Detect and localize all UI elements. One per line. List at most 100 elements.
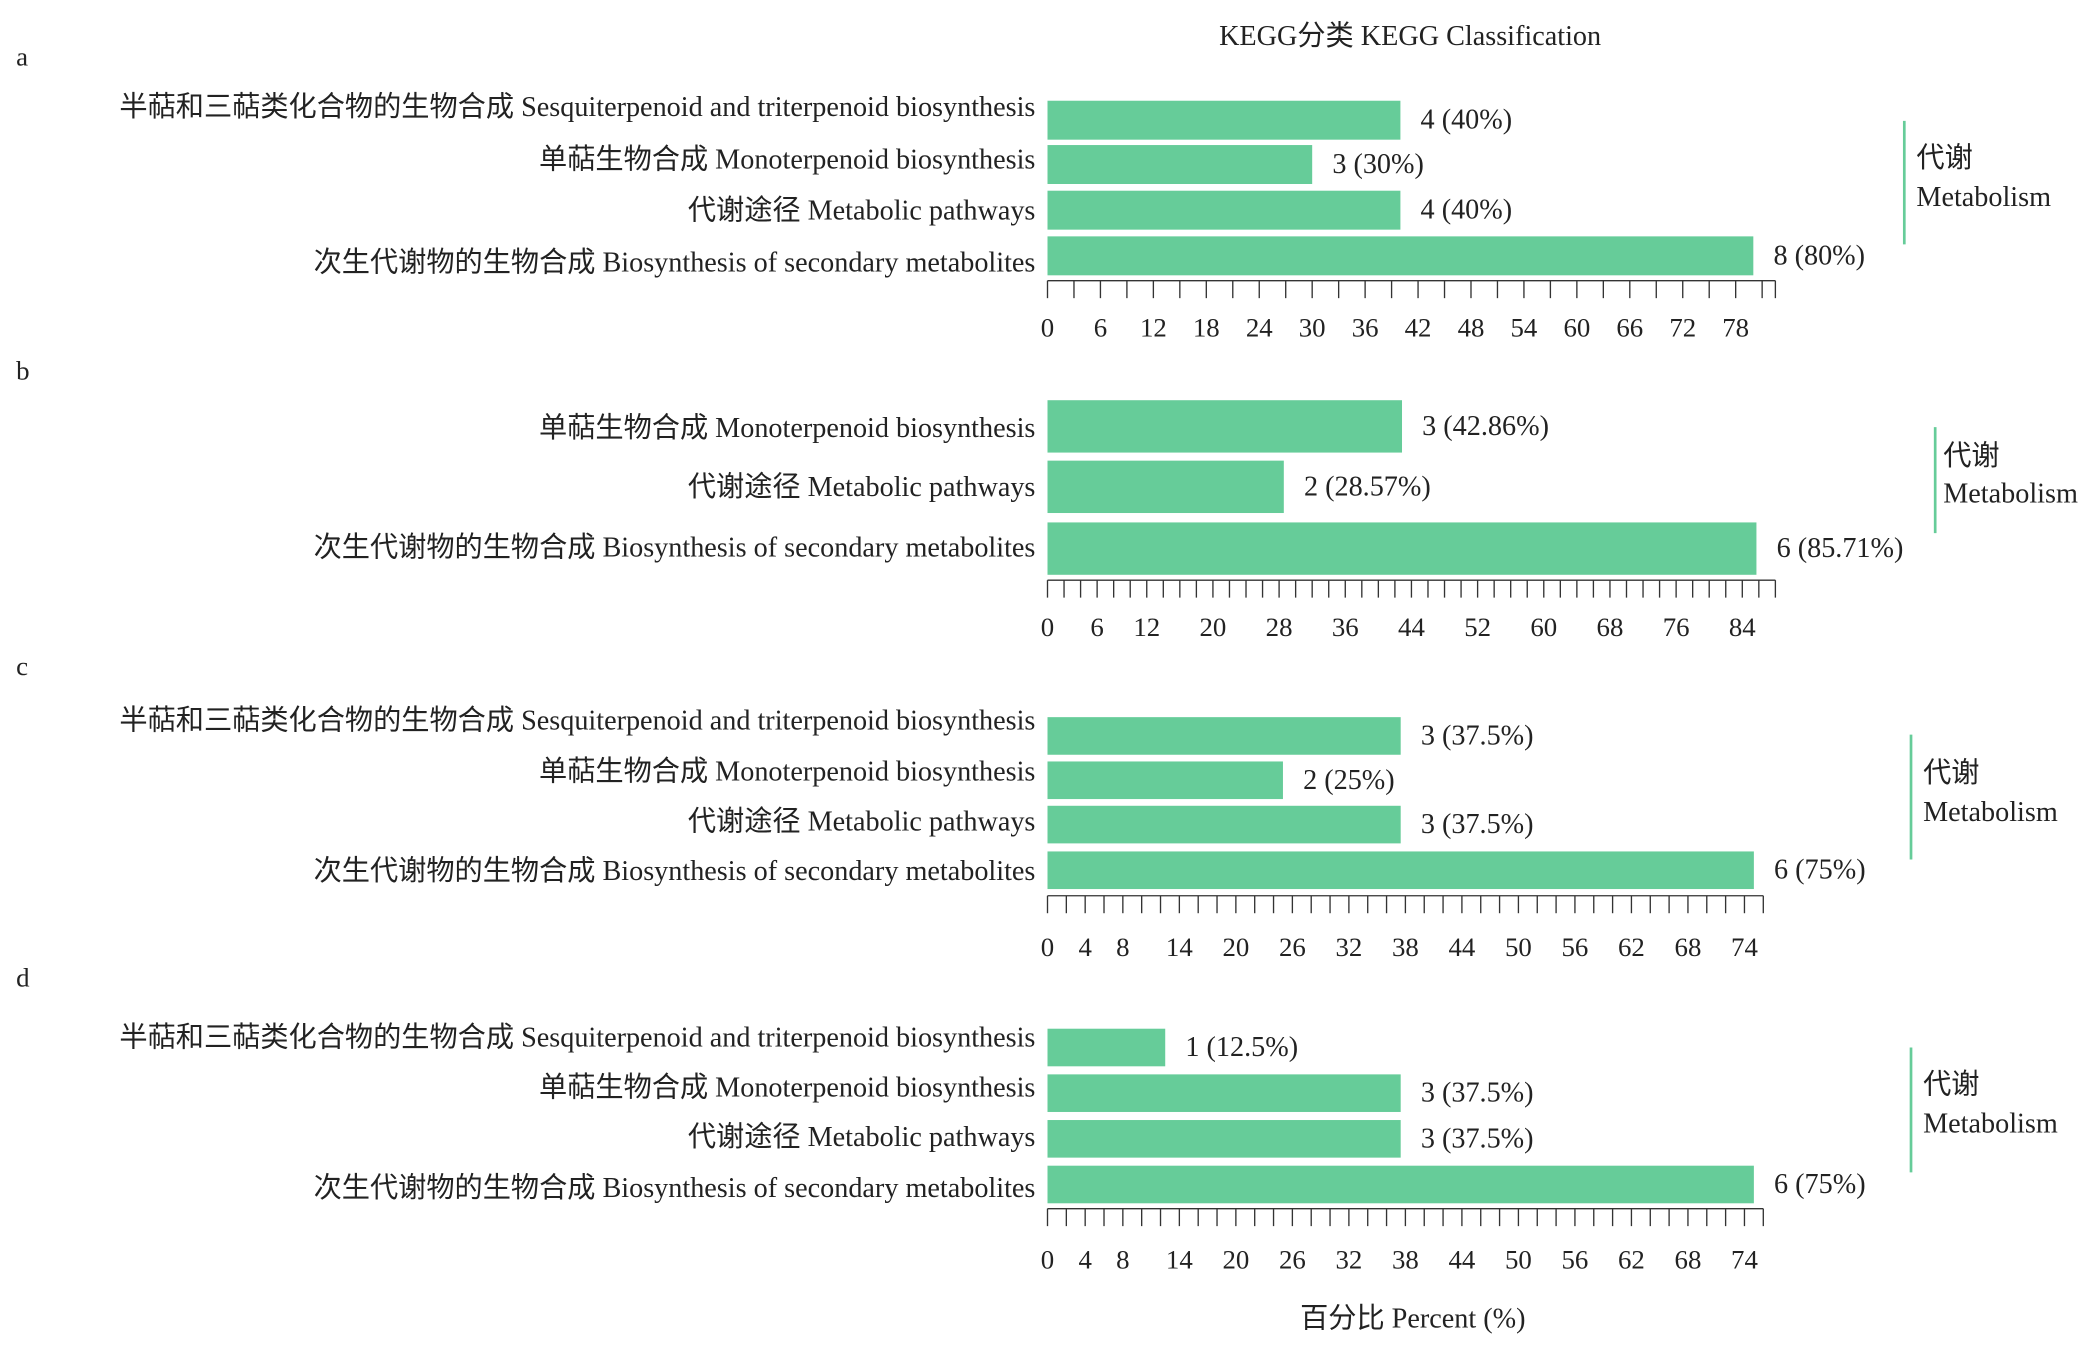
bar [1047,1074,1401,1112]
x-tick-label: 62 [1618,932,1645,962]
panel-letter: d [16,963,30,993]
data-label: 6 (75%) [1774,855,1866,886]
group-label-zh: 代谢 [1923,1069,1979,1101]
x-tick-label: 54 [1511,313,1538,343]
bar [1047,1165,1754,1204]
x-tick-label: 30 [1299,313,1326,343]
x-tick-label: 12 [1140,313,1167,343]
x-tick-label: 8 [1116,932,1129,962]
data-label: 4 (40%) [1421,195,1513,226]
x-tick-label: 68 [1675,1245,1702,1275]
x-tick-label: 4 [1078,932,1091,962]
x-tick-label: 56 [1562,932,1589,962]
x-tick-label: 38 [1392,932,1419,962]
x-tick-label: 44 [1448,1245,1475,1275]
data-label: 3 (37.5%) [1421,809,1534,840]
data-label: 2 (28.57%) [1304,471,1431,502]
category-label: 单萜生物合成 Monoterpenoid biosynthesis [539,756,1035,788]
x-tick-label: 14 [1166,932,1193,962]
bar [1047,1120,1401,1158]
bar [1047,190,1401,230]
x-tick-label: 66 [1616,313,1643,343]
x-tick-label: 56 [1562,1245,1589,1275]
x-tick-label: 14 [1166,1245,1193,1275]
group-label-en: Metabolism [1923,1109,2058,1140]
x-tick-label: 18 [1193,313,1220,343]
group-label-zh: 代谢 [1923,757,1979,789]
bar [1047,851,1754,890]
group-label-zh: 代谢 [1943,440,1999,472]
x-tick-label: 0 [1041,1245,1054,1275]
group-label-en: Metabolism [1943,479,2078,510]
x-tick-label: 24 [1246,313,1273,343]
category-label: 次生代谢物的生物合成 Biosynthesis of secondary met… [314,855,1036,887]
panel-letter: a [16,41,28,71]
x-tick-label: 52 [1464,612,1491,642]
category-label: 代谢途径 Metabolic pathways [688,805,1036,837]
x-tick-label: 32 [1335,1245,1362,1275]
x-tick-label: 20 [1200,612,1227,642]
x-tick-label: 76 [1663,612,1690,642]
bar [1047,100,1401,140]
x-tick-label: 20 [1222,1245,1249,1275]
data-label: 6 (75%) [1774,1169,1866,1200]
category-label: 代谢途径 Metabolic pathways [688,194,1036,226]
category-label: 半萜和三萜类化合物的生物合成 Sesquiterpenoid and trite… [119,91,1035,123]
data-label: 3 (30%) [1332,149,1424,180]
bar [1047,145,1313,184]
data-label: 3 (37.5%) [1421,1078,1534,1109]
category-label: 次生代谢物的生物合成 Biosynthesis of secondary met… [314,247,1036,279]
x-tick-label: 4 [1078,1245,1091,1275]
x-tick-label: 6 [1094,313,1107,343]
panel-d: d 半萜和三萜类化合物的生物合成 Sesquiterpenoid and trit… [16,963,2058,1275]
panel-letter: c [16,651,28,681]
group-label-zh: 代谢 [1916,142,1972,174]
bar [1047,236,1754,276]
x-tick-label: 74 [1731,932,1758,962]
x-tick-label: 26 [1279,1245,1306,1275]
category-label: 次生代谢物的生物合成 Biosynthesis of secondary met… [314,531,1036,563]
x-tick-label: 60 [1563,313,1590,343]
bar [1047,761,1283,800]
x-tick-label: 26 [1279,932,1306,962]
x-tick-label: 74 [1731,1245,1758,1275]
data-label: 8 (80%) [1773,240,1865,271]
x-tick-label: 48 [1458,313,1485,343]
category-label: 次生代谢物的生物合成 Biosynthesis of secondary met… [314,1172,1036,1204]
category-label: 单萜生物合成 Monoterpenoid biosynthesis [539,143,1035,175]
x-tick-label: 62 [1618,1245,1645,1275]
group-label-en: Metabolism [1916,182,2051,213]
panel-a: a 半萜和三萜类化合物的生物合成 Sesquiterpenoid and trit… [16,41,2051,342]
category-label: 单萜生物合成 Monoterpenoid biosynthesis [539,1071,1035,1103]
bar [1047,1028,1166,1067]
x-tick-label: 38 [1392,1245,1419,1275]
x-tick-label: 0 [1041,612,1054,642]
data-label: 2 (25%) [1303,765,1395,796]
category-label: 代谢途径 Metabolic pathways [688,1121,1036,1153]
x-tick-label: 44 [1398,612,1425,642]
x-tick-label: 0 [1041,313,1054,343]
x-tick-label: 28 [1266,612,1293,642]
panels: a 半萜和三萜类化合物的生物合成 Sesquiterpenoid and trit… [16,41,2078,1274]
data-label: 3 (37.5%) [1421,1123,1534,1154]
x-tick-label: 44 [1448,932,1475,962]
data-label: 6 (85.71%) [1777,533,1904,564]
x-tick-label: 8 [1116,1245,1129,1275]
data-label: 3 (42.86%) [1422,411,1549,442]
category-label: 单萜生物合成 Monoterpenoid biosynthesis [539,412,1035,444]
x-tick-label: 72 [1669,313,1696,343]
figure-title: KEGG分类 KEGG Classification [1219,20,1601,52]
x-tick-label: 50 [1505,932,1532,962]
category-label: 半萜和三萜类化合物的生物合成 Sesquiterpenoid and trite… [119,705,1035,737]
panel-b: b 单萜生物合成 Monoterpenoid biosynthesis 3 (42.… [16,356,2078,643]
panel-letter: b [16,356,29,386]
x-tick-label: 50 [1505,1245,1532,1275]
x-tick-label: 6 [1090,612,1103,642]
x-tick-label: 68 [1597,612,1624,642]
x-tick-label: 78 [1722,313,1749,343]
bar [1047,805,1401,844]
bar [1047,400,1403,453]
data-label: 4 (40%) [1421,105,1513,136]
x-tick-label: 36 [1352,313,1379,343]
